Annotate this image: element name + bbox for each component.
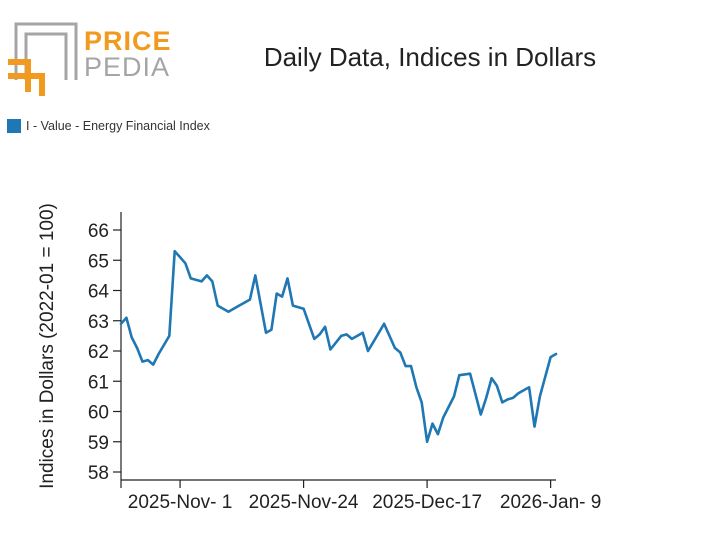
logo-mark-icon [8, 22, 78, 96]
x-tick-label: 2025-Dec-17 [372, 492, 482, 513]
chart-title: Daily Data, Indices in Dollars [263, 42, 597, 72]
series-line-energy-index [119, 249, 558, 444]
legend-label: I - Value - Energy Financial Index [26, 119, 210, 133]
x-tick-label: 2025-Nov- 1 [128, 492, 233, 513]
logo-word-price: PRICE [84, 26, 172, 56]
y-tick-label: 63 [88, 312, 109, 333]
y-axis-label: Indices in Dollars (2022-01 = 100) [37, 203, 58, 489]
y-tick-label: 60 [88, 403, 109, 424]
x-tick-label: 2025-Nov-24 [249, 492, 359, 513]
chart-legend[interactable]: I - Value - Energy Financial Index [7, 119, 210, 133]
y-tick-label: 64 [88, 282, 110, 303]
y-tick-label: 59 [88, 433, 109, 454]
y-tick-label: 66 [88, 221, 109, 242]
x-tick-label: 2026-Jan- 9 [500, 492, 601, 513]
pricepedia-logo: PRICE PEDIA [6, 20, 171, 100]
y-tick-label: 65 [88, 251, 109, 272]
y-tick-label: 58 [88, 463, 109, 484]
logo-word-pedia: PEDIA [84, 52, 171, 82]
y-tick-label: 61 [88, 372, 109, 393]
legend-swatch-icon [7, 119, 21, 133]
y-tick-label: 62 [88, 342, 109, 363]
